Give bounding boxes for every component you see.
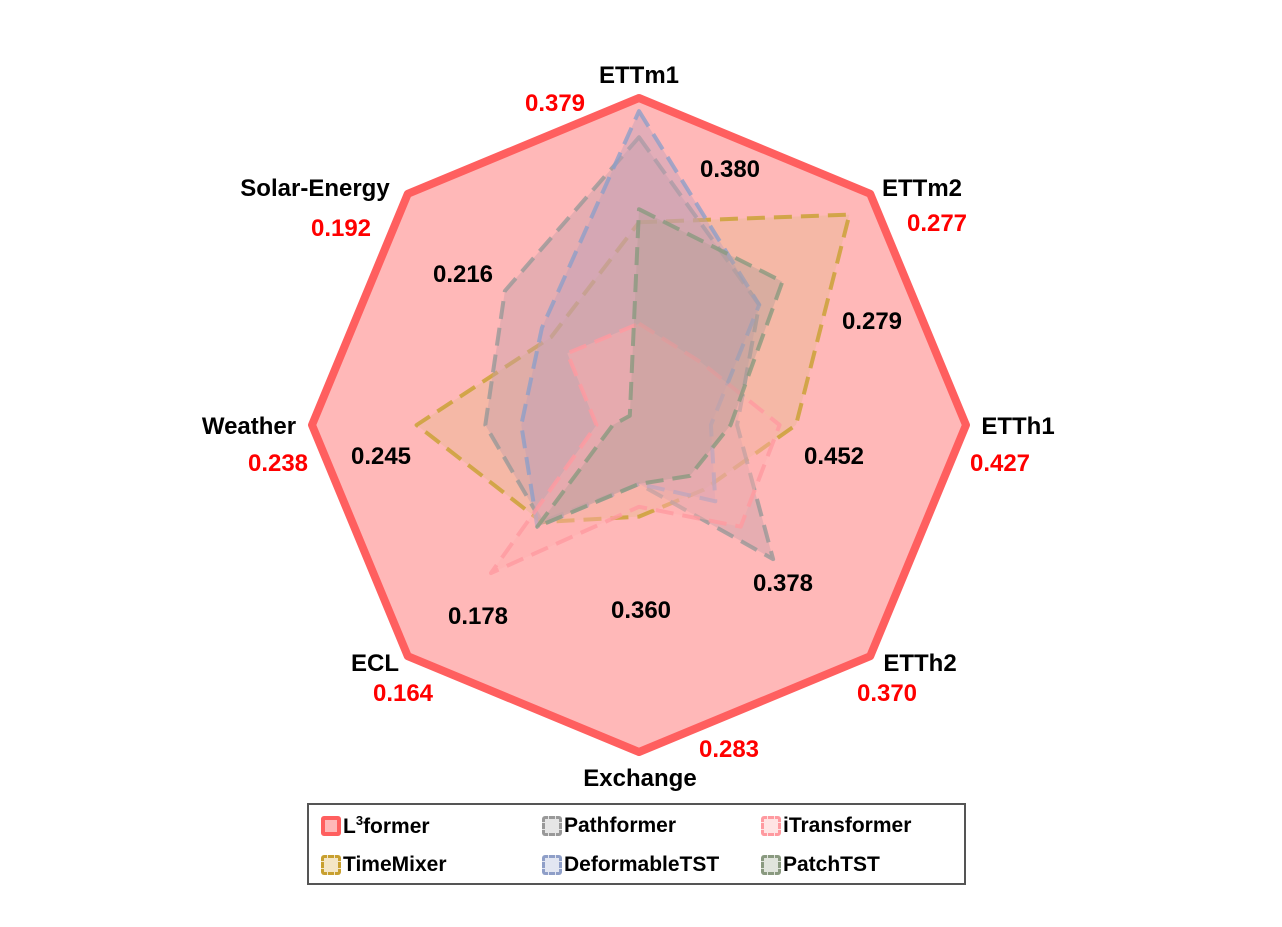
inner-value-ecl: 0.178 — [448, 603, 508, 630]
best-value-exchange: 0.283 — [699, 736, 759, 763]
legend-swatch-patchtst — [761, 855, 781, 875]
inner-value-exchange: 0.360 — [611, 597, 671, 624]
legend-item-itransformer: iTransformer — [761, 812, 911, 840]
series-patchtst — [535, 207, 785, 529]
legend-swatch-itransformer — [761, 816, 781, 836]
axis-label-ettm2: ETTm2 — [882, 175, 962, 202]
legend-item-l3former: L3former — [321, 812, 430, 840]
axis-label-ettm1: ETTm1 — [599, 62, 679, 89]
legend-swatch-deformabletst — [542, 855, 562, 875]
best-value-etth2: 0.370 — [857, 680, 917, 707]
series-itransformer — [489, 321, 782, 575]
best-value-solar-energy: 0.192 — [311, 215, 371, 242]
legend-label-patchtst: PatchTST — [783, 853, 880, 876]
legend-item-deformabletst: DeformableTST — [542, 851, 719, 879]
inner-value-etth2: 0.378 — [753, 570, 813, 597]
inner-value-solar-energy: 0.216 — [433, 261, 493, 288]
legend-swatch-timemixer — [321, 855, 341, 875]
legend-item-patchtst: PatchTST — [761, 851, 880, 879]
inner-value-ettm2: 0.279 — [842, 308, 902, 335]
series-deformabletst — [519, 109, 762, 529]
legend-label-deformabletst: DeformableTST — [564, 853, 720, 876]
inner-value-ettm1: 0.380 — [700, 156, 760, 183]
legend-label-pathformer: Pathformer — [564, 814, 677, 837]
legend-item-timemixer: TimeMixer — [321, 851, 447, 879]
series-l-former — [308, 94, 970, 756]
legend: L3former Pathformer iTransformer TimeMix… — [307, 803, 966, 885]
best-value-ettm2: 0.277 — [907, 210, 967, 237]
axis-label-solar-energy: Solar-Energy — [240, 175, 390, 202]
legend-swatch-l3former — [321, 816, 341, 836]
axis-label-exchange: Exchange — [583, 765, 696, 792]
best-value-ecl: 0.164 — [373, 680, 434, 707]
best-value-weather: 0.238 — [248, 450, 308, 477]
best-value-ettm1: 0.379 — [525, 90, 585, 117]
legend-item-pathformer: Pathformer — [542, 812, 676, 840]
axis-label-ecl: ECL — [351, 650, 399, 677]
legend-label-l3former: L3former — [343, 813, 430, 838]
series-layer — [308, 94, 970, 756]
legend-swatch-pathformer — [542, 816, 562, 836]
inner-value-etth1: 0.452 — [804, 443, 864, 470]
axis-label-etth1: ETTh1 — [981, 413, 1054, 440]
axis-label-etth2: ETTh2 — [883, 650, 956, 677]
inner-value-weather: 0.245 — [351, 443, 411, 470]
legend-label-timemixer: TimeMixer — [343, 853, 447, 876]
axis-label-weather: Weather — [202, 413, 296, 440]
best-value-etth1: 0.427 — [970, 450, 1030, 477]
legend-label-itransformer: iTransformer — [783, 814, 912, 837]
label-layer: ETTm1 0.379 0.380 ETTm2 0.277 0.279 ETTh1 0.427… — [202, 62, 1055, 792]
